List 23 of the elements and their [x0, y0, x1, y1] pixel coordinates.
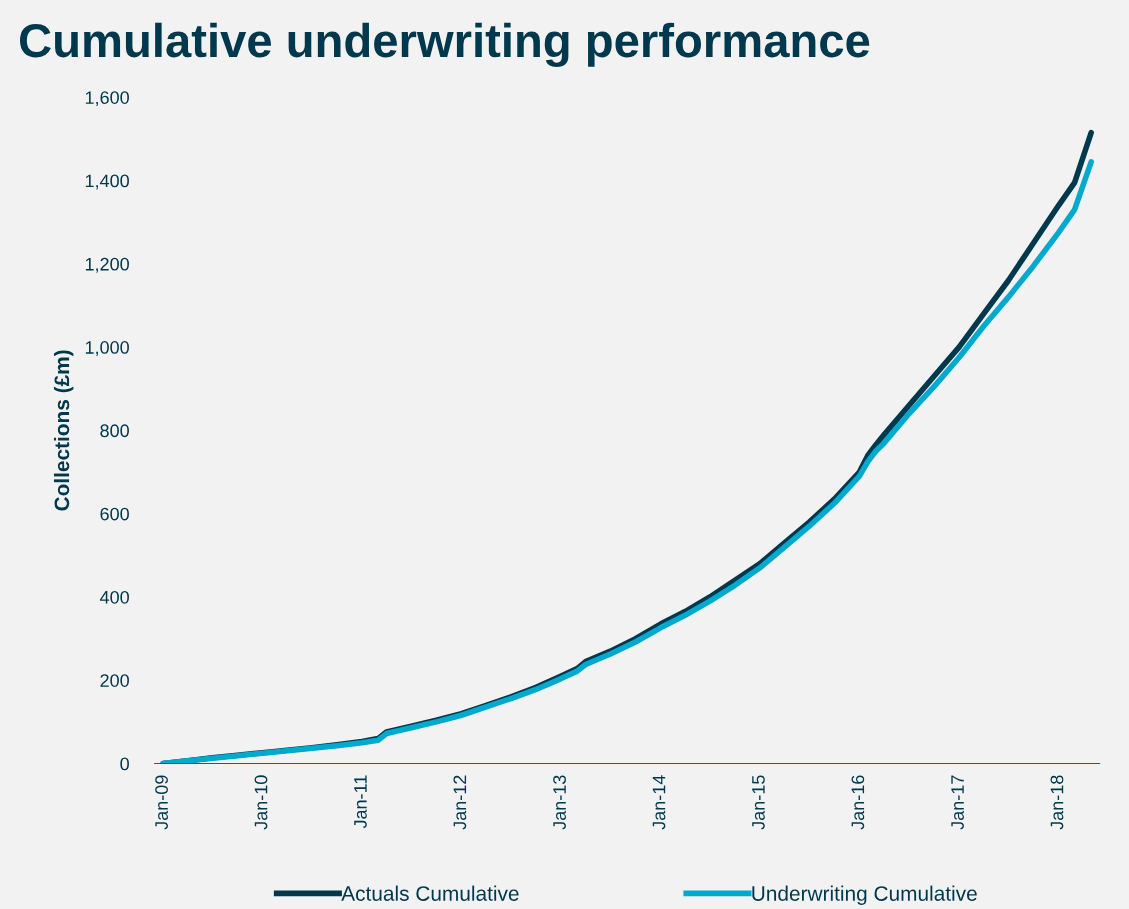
y-tick-label: 1,200 — [85, 257, 129, 273]
x-tick-label: Jan-09 — [155, 775, 168, 830]
y-tick-label: 200 — [100, 674, 129, 687]
legend-label: Underwriting Cumulative — [752, 885, 977, 906]
y-tick-label: 400 — [99, 590, 129, 604]
y-tick-label: 1,600 — [85, 91, 129, 107]
x-tick-label: Jan-15 — [752, 775, 765, 830]
y-axis-title: Collections (£m) — [53, 350, 74, 511]
x-tick-label: Jan-16 — [851, 775, 865, 830]
x-tick-label: Jan-17 — [951, 775, 964, 830]
y-tick-label: 0 — [120, 757, 129, 771]
legend-label: Actuals Cumulative — [341, 885, 519, 901]
y-tick-label: 1,000 — [85, 341, 129, 356]
x-tick-label: Jan-10 — [254, 775, 268, 830]
y-tick-label: 1,400 — [85, 174, 129, 190]
x-tick-label: Jan-13 — [553, 775, 566, 830]
y-tick-label: 800 — [100, 424, 129, 438]
x-tick-label: Jan-11 — [354, 775, 367, 829]
x-tick-label: Jan-14 — [652, 775, 666, 830]
chart-title: Cumulative underwriting performance — [20, 22, 870, 67]
x-tick-label: Jan-18 — [1050, 775, 1064, 830]
y-tick-label: 600 — [100, 507, 129, 521]
x-tick-label: Jan-12 — [453, 775, 467, 830]
